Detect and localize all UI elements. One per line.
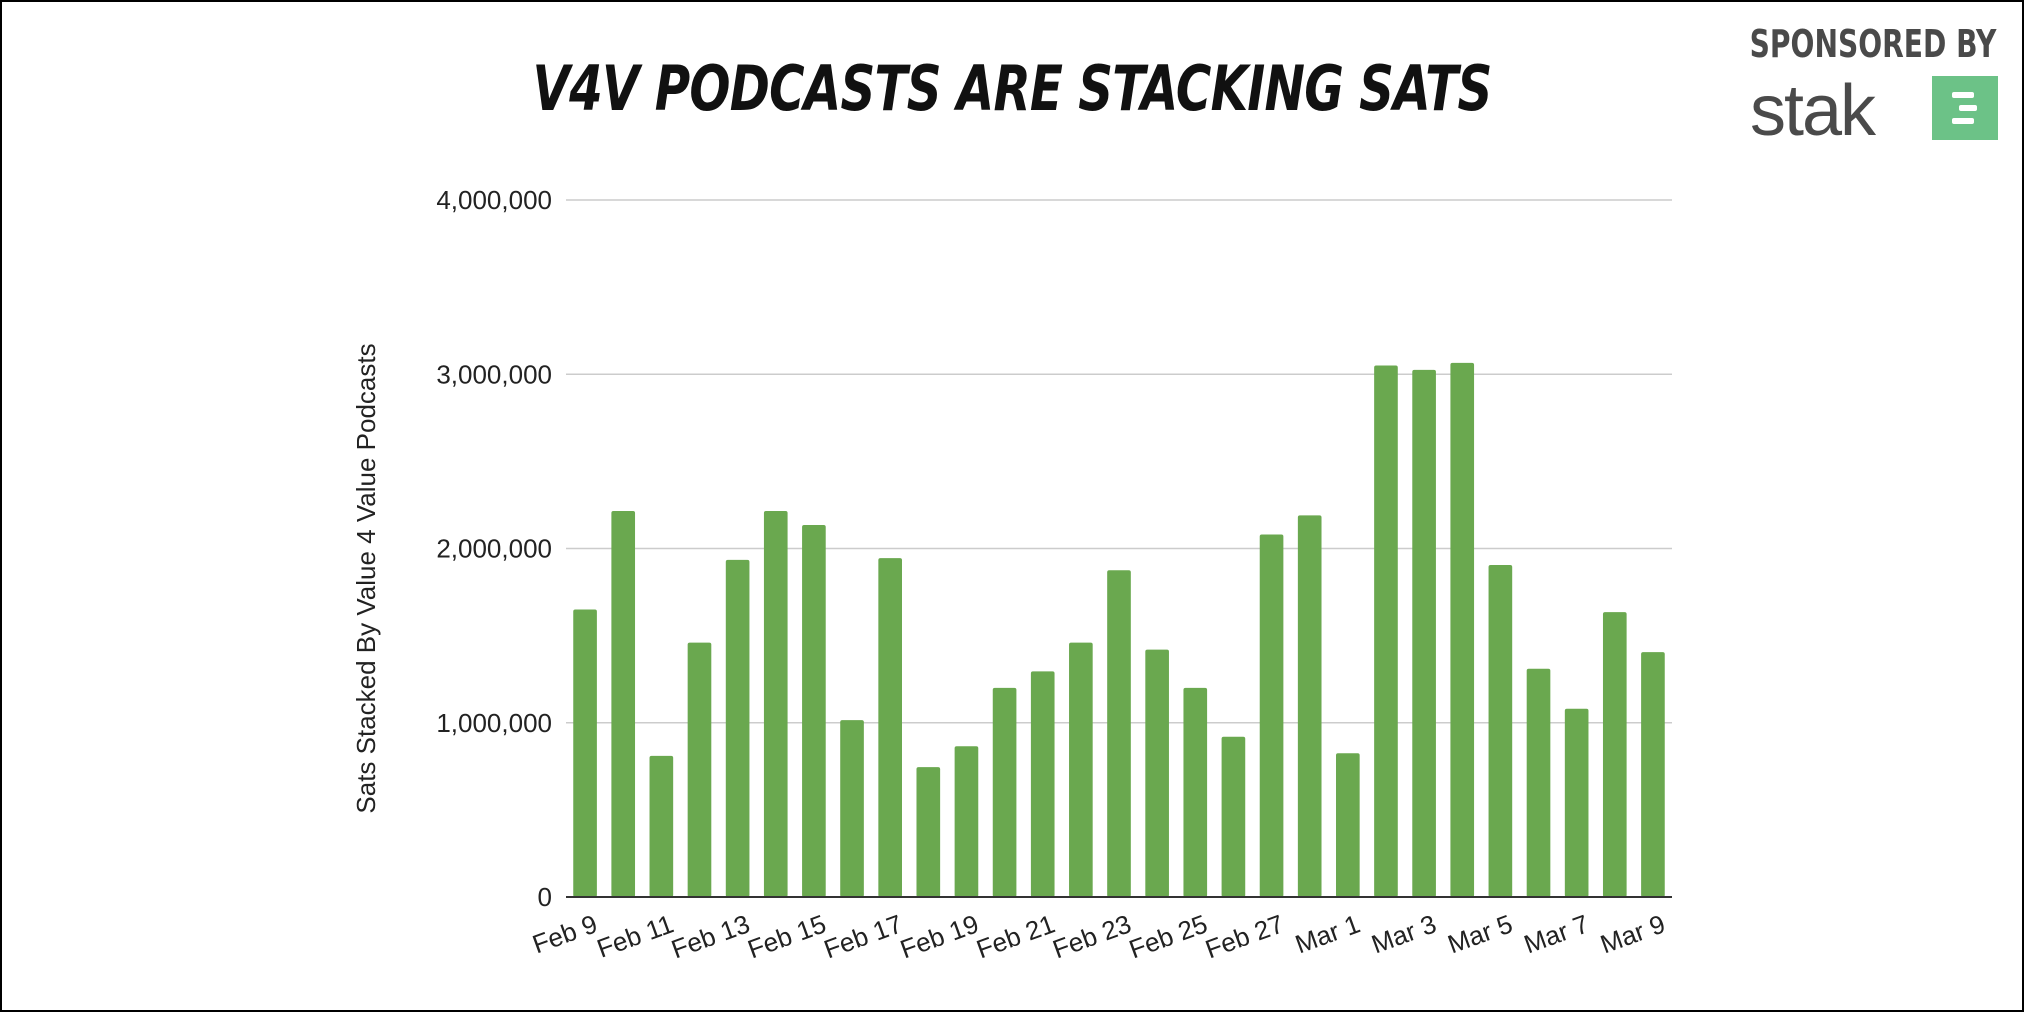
x-tick-label: Feb 9 [528,908,601,959]
bar [573,609,597,897]
x-tick-label: Feb 17 [820,908,906,964]
bar [1069,642,1093,897]
bar [1030,671,1055,897]
x-tick-label: Mar 3 [1367,908,1440,959]
bar [954,746,979,897]
chart-title: V4V PODCASTS ARE STACKING SATS [532,52,1493,125]
x-tick-label: Feb 21 [972,908,1058,964]
bar [1488,565,1513,897]
x-tick-label: Feb 23 [1049,908,1135,964]
sponsor-label: SPONSORED BY [1749,22,1996,66]
x-tick-label: Feb 15 [744,908,830,964]
stak-logo-icon [1932,76,1998,140]
bar [1641,652,1665,897]
x-tick-label: Feb 27 [1201,908,1287,964]
bar [725,559,750,897]
sponsor-brand: stak [1750,71,1876,151]
x-tick-label: Feb 19 [896,908,982,964]
bar [1374,365,1398,898]
bar [611,511,636,897]
y-tick-label: 3,000,000 [436,359,552,389]
y-tick-label: 2,000,000 [436,534,552,564]
bar [763,511,788,897]
x-tick-label: Mar 1 [1291,908,1364,959]
y-axis-label: Sats Stacked By Value 4 Value Podcasts [351,343,381,813]
x-tick-label: Mar 9 [1596,908,1669,959]
x-tick-label: Mar 5 [1444,908,1517,959]
bar [1107,570,1131,897]
sponsor-block: SPONSORED BY stak [1740,20,2010,151]
bar [1602,612,1627,897]
bar [916,767,941,897]
bar [1526,668,1551,897]
x-tick-label: Feb 11 [593,908,678,963]
x-tick-label: Mar 7 [1520,908,1593,959]
x-tick-label: Feb 13 [667,908,753,964]
bar [992,687,1017,897]
bar [649,755,674,897]
bar [1564,708,1589,897]
y-tick-label: 0 [538,882,552,912]
bar [1297,515,1322,897]
y-tick-label: 1,000,000 [436,708,552,738]
bar [1450,362,1475,898]
bar [878,558,902,897]
bar [1259,534,1284,897]
bars [573,362,1665,898]
bar [1412,369,1436,897]
y-axis-ticks: 0 1,000,000 2,000,000 3,000,000 4,000,000 [436,185,552,912]
bar [1336,753,1360,897]
bar [1145,649,1169,897]
bar [802,524,826,897]
x-tick-label: Feb 25 [1125,908,1211,964]
bar [840,720,864,897]
bar [1183,687,1208,897]
y-tick-label: 4,000,000 [436,185,552,215]
bar [1221,736,1246,897]
bar [687,642,712,897]
